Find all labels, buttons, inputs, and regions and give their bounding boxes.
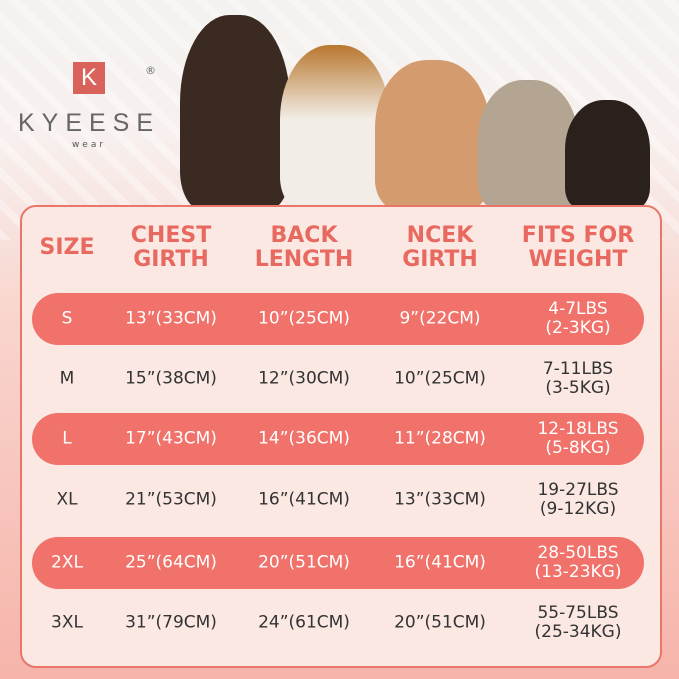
brand-name: KYEESE [17,109,161,137]
terrier-image [478,80,578,210]
header-neck: NCEK GIRTH [402,223,478,272]
cell-chest: 17”(43CM) [125,428,217,449]
brand-sub: wear [71,140,107,150]
cell-back: 16”(41CM) [258,489,350,510]
logo-mark: K [73,62,105,94]
cell-size: 3XL [51,612,83,633]
cell-weight: 28-50LBS (13-23KG) [534,543,622,582]
cell-chest: 13”(33CM) [125,308,217,329]
doberman-image [180,15,290,210]
cell-size: S [61,308,73,329]
cell-size: XL [56,489,78,510]
beagle-image [280,45,390,210]
cell-neck: 10”(25CM) [394,368,486,389]
highlight-band [32,293,644,345]
cell-back: 24”(61CM) [258,612,350,633]
cell-size: M [59,368,75,389]
cell-chest: 15”(38CM) [125,368,217,389]
brand-logo: K ® KYEESE wear [14,62,164,150]
header-weight: FITS FOR WEIGHT [521,223,635,272]
cell-back: 10”(25CM) [258,308,350,329]
cell-weight: 55-75LBS (25-34KG) [534,603,622,642]
cell-neck: 13”(33CM) [394,489,486,510]
cell-chest: 31”(79CM) [125,612,217,633]
cell-neck: 11”(28CM) [394,428,486,449]
cell-size: L [62,428,72,449]
cell-neck: 20”(51CM) [394,612,486,633]
cell-weight: 4-7LBS (2-3KG) [545,299,611,338]
cell-neck: 16”(41CM) [394,552,486,573]
header-chest: CHEST GIRTH [130,223,212,272]
chihuahua-image [565,100,650,210]
highlight-band [32,537,644,589]
cell-weight: 7-11LBS (3-5KG) [542,359,614,398]
poodle-image [375,60,490,210]
highlight-band [32,413,644,465]
cell-back: 12”(30CM) [258,368,350,389]
registered-mark: ® [145,64,156,77]
cell-neck: 9”(22CM) [399,308,481,329]
header-size: SIZE [39,235,95,260]
cell-back: 20”(51CM) [258,552,350,573]
cell-size: 2XL [51,552,83,573]
cell-weight: 12-18LBS (5-8KG) [537,419,619,458]
cell-back: 14”(36CM) [258,428,350,449]
cell-weight: 19-27LBS (9-12KG) [537,480,619,519]
cell-chest: 21”(53CM) [125,489,217,510]
cell-chest: 25”(64CM) [125,552,217,573]
header-back: BACK LENGTH [254,223,354,272]
